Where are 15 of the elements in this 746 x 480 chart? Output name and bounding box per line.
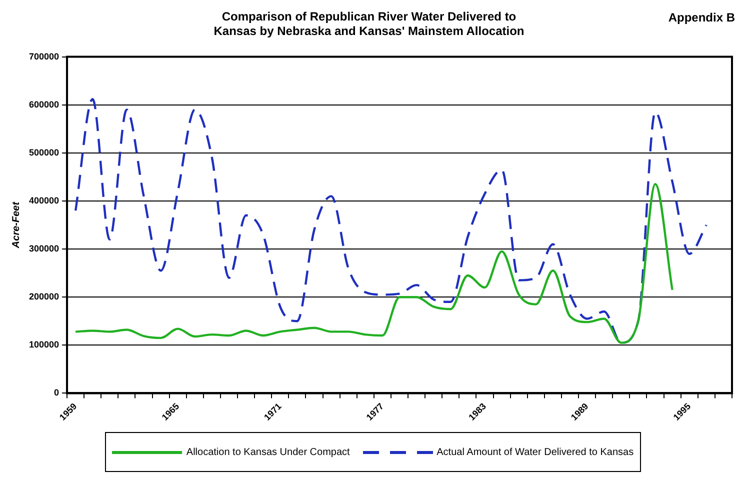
y-tick-label: 0 bbox=[54, 388, 60, 398]
legend-label: Actual Amount of Water Delivered to Kansas bbox=[436, 446, 634, 458]
y-tick-label: 700000 bbox=[28, 51, 60, 62]
text: Appendix B bbox=[668, 10, 736, 24]
y-axis-title: Acre-Feet bbox=[10, 201, 22, 250]
y-tick-label: 400000 bbox=[28, 195, 60, 206]
y-tick-label: 100000 bbox=[28, 340, 60, 350]
line-series bbox=[74, 183, 674, 344]
line-series bbox=[74, 98, 708, 344]
y-tick-label: 600000 bbox=[28, 99, 60, 110]
y-tick-label: 300000 bbox=[28, 244, 60, 254]
legend-label: Allocation to Kansas Under Compact bbox=[186, 446, 350, 458]
y-tick-label: 500000 bbox=[28, 147, 60, 158]
chart-title: Comparison of Republican River Water Delivered to Kansas by Nebraska and Kansas' Mainstem Allocation bbox=[214, 10, 524, 38]
y-tick-label: 200000 bbox=[28, 292, 60, 302]
